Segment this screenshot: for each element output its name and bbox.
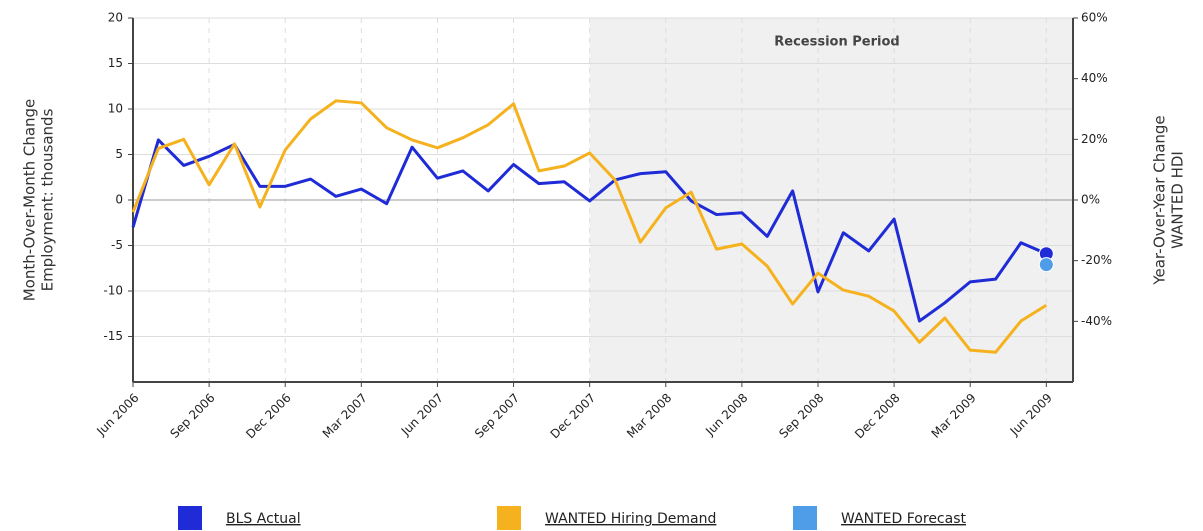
- x-tick-label: Sep 2007: [472, 391, 522, 441]
- x-tick-label: Dec 2006: [243, 391, 294, 442]
- legend-item[interactable]: WANTED Forecast: [793, 506, 967, 530]
- y-tick-label: 10: [108, 102, 123, 116]
- x-tick-label: Dec 2007: [548, 391, 599, 442]
- series-point: [1038, 257, 1054, 273]
- x-tick-label: Mar 2007: [320, 391, 370, 441]
- legend-label: BLS Actual: [226, 511, 301, 527]
- y-axis-title: Employment: thousands: [39, 108, 57, 291]
- y2-tick-label: -20%: [1081, 253, 1112, 267]
- x-tick-label: Mar 2009: [929, 391, 979, 441]
- y-tick-label: 0: [115, 193, 123, 207]
- legend-label: WANTED Forecast: [841, 511, 967, 527]
- y2-tick-label: 40%: [1081, 71, 1108, 85]
- x-tick-label: Jun 2008: [702, 391, 750, 439]
- y2-axis-title: Year-Over-Year Change: [1151, 115, 1169, 285]
- x-tick-label: Sep 2008: [776, 391, 826, 441]
- y-tick-label: -15: [103, 329, 123, 343]
- y-axis-title: Month-Over-Month Change: [21, 99, 39, 302]
- x-tick-label: Jun 2009: [1007, 391, 1055, 439]
- series-line: [131, 138, 1047, 323]
- recession-label: Recession Period: [774, 35, 899, 50]
- legend-label: WANTED Hiring Demand: [545, 511, 716, 527]
- x-tick-label: Jun 2006: [93, 391, 141, 439]
- legend-swatch: [178, 506, 202, 530]
- x-tick-label: Sep 2006: [168, 391, 218, 441]
- legend-item[interactable]: BLS Actual: [178, 506, 301, 530]
- legend-item[interactable]: WANTED Hiring Demand: [497, 506, 716, 530]
- y2-tick-label: 0%: [1081, 193, 1100, 207]
- y2-tick-label: 60%: [1081, 11, 1108, 25]
- y-tick-label: -10: [103, 284, 123, 298]
- y2-tick-label: -40%: [1081, 314, 1112, 328]
- y2-axis-title: WANTED HDI: [1169, 151, 1187, 249]
- x-tick-label: Mar 2008: [624, 391, 674, 441]
- y-tick-label: 15: [108, 56, 123, 70]
- y-tick-label: 5: [115, 147, 123, 161]
- y-tick-label: 20: [108, 11, 123, 25]
- x-tick-label: Dec 2008: [852, 391, 903, 442]
- x-tick-label: Jun 2007: [398, 391, 446, 439]
- legend-swatch: [497, 506, 521, 530]
- y2-tick-label: 20%: [1081, 132, 1108, 146]
- y-tick-label: -5: [111, 238, 123, 252]
- legend-swatch: [793, 506, 817, 530]
- series-line: [131, 99, 1048, 354]
